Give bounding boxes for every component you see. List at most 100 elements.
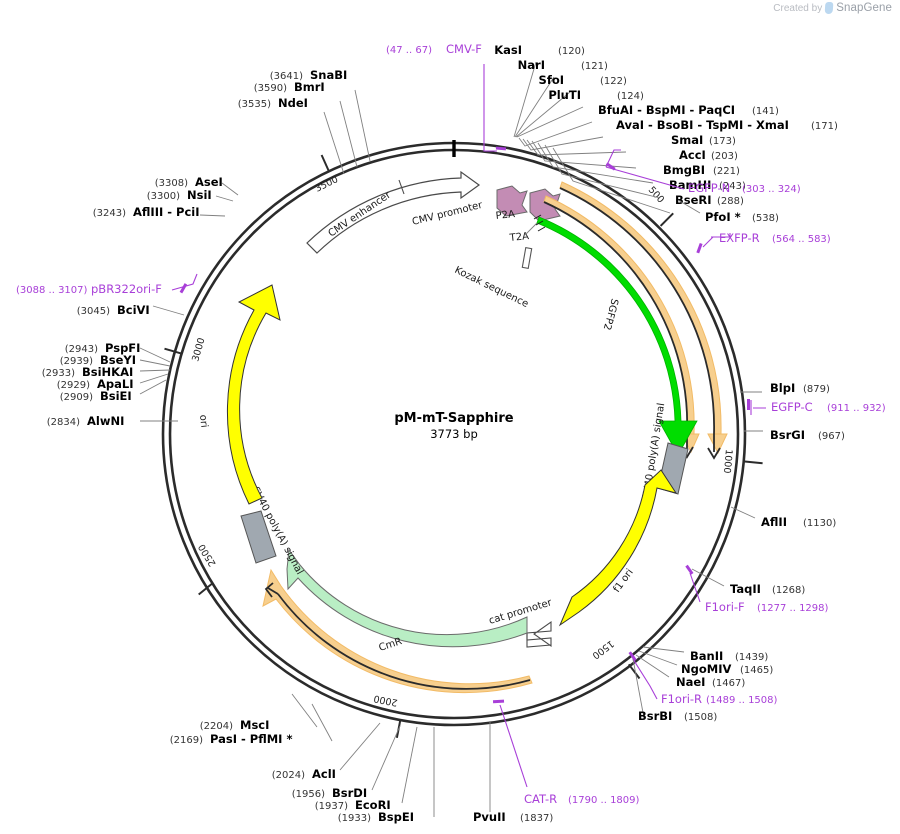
enzyme-pos-snabi: (3641)	[270, 71, 303, 82]
enzyme-name-bsihkai: BsiHKAI	[82, 365, 133, 379]
enzyme-name-acli: AclI	[312, 767, 336, 781]
enzyme-name-pluti: PluTI	[548, 88, 581, 102]
enzyme-name-bmgbi: BmgBI	[663, 163, 705, 177]
enzyme-pos-acli: (2024)	[272, 770, 305, 781]
enzyme-name-alwni: AlwNI	[87, 414, 124, 428]
feature-f1-ori[interactable]: f1 ori	[558, 469, 678, 627]
enzyme-pos-taqii: (1268)	[772, 585, 805, 596]
feature-label-ori: ori	[197, 414, 209, 428]
enzyme-labels-left-mid[interactable]: (3045) BciVI (2943) PspFI (2939) BseYI (…	[42, 303, 185, 428]
enzyme-pos-banii: (1439)	[735, 652, 768, 663]
enzyme-name-bsrdi: BsrDI	[332, 786, 367, 800]
primer-name-egfp-n: EGFP-N	[688, 181, 730, 195]
enzyme-name-bsrgi: BsrGI	[770, 428, 805, 442]
enzyme-name-afliii: AflIII - PciI	[133, 205, 200, 219]
enzyme-pos-bsrgi: (967)	[818, 431, 845, 442]
primer-range-egfp-n: (303 .. 324)	[742, 184, 801, 195]
feature-label-p2a: P2A	[495, 209, 515, 222]
enzyme-name-avai: AvaI - BsoBI - TspMI - XmaI	[616, 118, 789, 132]
primer-range-pbr322ori-f: (3088 .. 3107)	[16, 285, 88, 296]
tick-label-2500: 2500	[197, 542, 219, 568]
feature-t2a[interactable]: T2A	[508, 188, 561, 244]
tick-label-2000: 2000	[373, 692, 399, 707]
enzyme-name-asei: AseI	[195, 175, 223, 189]
primer-label-cmv-f[interactable]: (47 .. 67) CMV-F	[386, 42, 497, 152]
enzyme-name-naei: NaeI	[676, 675, 705, 689]
enzyme-name-bcivi: BciVI	[117, 303, 150, 317]
enzyme-labels-left-upper[interactable]: (3308) AseI (3300) NsiI (3243) AflIII - …	[93, 175, 239, 219]
enzyme-name-bseyi: BseYI	[100, 353, 136, 367]
enzyme-pos-bsrdi: (1956)	[292, 789, 325, 800]
primer-range-f1ori-r: (1489 .. 1508)	[706, 695, 778, 706]
enzyme-name-pvuii: PvuII	[473, 810, 506, 824]
watermark-prefix: Created by	[773, 2, 823, 14]
feature-label-cmv-promoter: CMV promoter	[411, 200, 484, 228]
enzyme-name-ecori: EcoRI	[355, 798, 391, 812]
enzyme-name-pasi: PasI - PflMI *	[210, 732, 292, 746]
enzyme-name-aflii: AflII	[761, 515, 787, 529]
enzyme-labels-bottom-left[interactable]: (2204) MscI (2169) PasI - PflMI * (2024)…	[170, 693, 640, 824]
primer-range-cmv-f: (47 .. 67)	[386, 45, 432, 56]
enzyme-pos-nari: (121)	[581, 61, 608, 72]
enzyme-name-pfoi: PfoI *	[705, 210, 741, 224]
enzyme-pos-smai: (173)	[709, 136, 736, 147]
enzyme-pos-pasi: (2169)	[170, 735, 203, 746]
enzyme-labels-bottom-right[interactable]: BanII (1439) NgoMIV (1465) NaeI (1467) F…	[632, 646, 778, 723]
enzyme-name-nsii: NsiI	[187, 188, 212, 202]
enzyme-pos-pluti: (124)	[617, 91, 644, 102]
enzyme-pos-ndei: (3535)	[238, 99, 271, 110]
snapgene-watermark: Created by SnapGene	[773, 2, 892, 14]
enzyme-name-banii: BanII	[690, 649, 723, 663]
enzyme-name-bmri: BmrI	[294, 80, 325, 94]
enzyme-pos-bseyi: (2939)	[60, 356, 93, 367]
enzyme-pos-afliii: (3243)	[93, 208, 126, 219]
primer-name-egfp-c: EGFP-C	[771, 400, 813, 414]
enzyme-name-bseri: BseRI	[675, 193, 712, 207]
enzyme-name-bamhi: BamHI	[669, 178, 711, 192]
enzyme-pos-asei: (3308)	[155, 178, 188, 189]
enzyme-labels-top-left[interactable]: (3641) SnaBI (3590) BmrI (3535) NdeI	[238, 68, 371, 175]
enzyme-name-bsiei: BsiEI	[100, 389, 132, 403]
primer-name-f1ori-f: F1ori-F	[705, 600, 745, 614]
enzyme-name-snabi: SnaBI	[310, 68, 347, 82]
enzyme-name-taqii: TaqII	[730, 582, 761, 596]
plasmid-title: pM-mT-Sapphire	[394, 411, 513, 426]
enzyme-name-smai: SmaI	[671, 133, 703, 147]
primer-name-f1ori-r: F1ori-R	[661, 692, 702, 706]
enzyme-pos-pfoi: (538)	[752, 213, 779, 224]
primer-range-cat-r: (1790 .. 1809)	[568, 795, 640, 806]
enzyme-pos-bmri: (3590)	[254, 83, 287, 94]
primer-label-pbr322ori-f[interactable]: (3088 .. 3107) pBR322ori-F	[16, 273, 198, 296]
enzyme-pos-msci: (2204)	[200, 721, 233, 732]
plasmid-length: 3773 bp	[430, 427, 478, 441]
enzyme-name-apali: ApaLI	[97, 377, 134, 391]
feature-p2a[interactable]: P2A	[495, 185, 528, 222]
enzyme-pos-bmgbi: (221)	[713, 166, 740, 177]
enzyme-pos-bfuai: (141)	[752, 106, 779, 117]
enzyme-labels-right[interactable]: PfoI * (538) EXFP-R (564 .. 583) BlpI (8…	[677, 199, 886, 614]
primer-name-exfp-r: EXFP-R	[719, 231, 760, 245]
feature-label-cmv-enhancer: CMV enhancer	[327, 189, 394, 239]
primer-ticks	[179, 146, 750, 704]
enzyme-name-blpi: BlpI	[770, 381, 795, 395]
enzyme-name-msci: MscI	[240, 718, 269, 732]
enzyme-pos-bamhi: (243)	[719, 181, 746, 192]
enzyme-pos-alwni: (2834)	[47, 417, 80, 428]
enzyme-pos-bseri: (288)	[717, 196, 744, 207]
feature-cmr[interactable]: CmR	[286, 548, 528, 654]
primer-name-pbr322ori-f: pBR322ori-F	[91, 282, 162, 296]
feature-kozak-sequence[interactable]: Kozak sequence	[453, 246, 533, 310]
enzyme-name-bsrbi: BsrBI	[638, 709, 672, 723]
orf-arcs	[543, 181, 728, 460]
enzyme-pos-ngomiv: (1465)	[740, 665, 773, 676]
enzyme-pos-bsrbi: (1508)	[684, 712, 717, 723]
enzyme-pos-naei: (1467)	[712, 678, 745, 689]
primer-label-egfp-n[interactable]: EGFP-N (303 .. 324)	[605, 149, 801, 195]
feature-ori[interactable]: ori	[197, 284, 281, 505]
enzyme-pos-kasi: (120)	[558, 46, 585, 57]
enzyme-name-ngomiv: NgoMIV	[681, 662, 731, 676]
primer-range-exfp-r: (564 .. 583)	[772, 234, 831, 245]
orf-arc-bottom	[262, 568, 533, 694]
enzyme-pos-nsii: (3300)	[147, 191, 180, 202]
